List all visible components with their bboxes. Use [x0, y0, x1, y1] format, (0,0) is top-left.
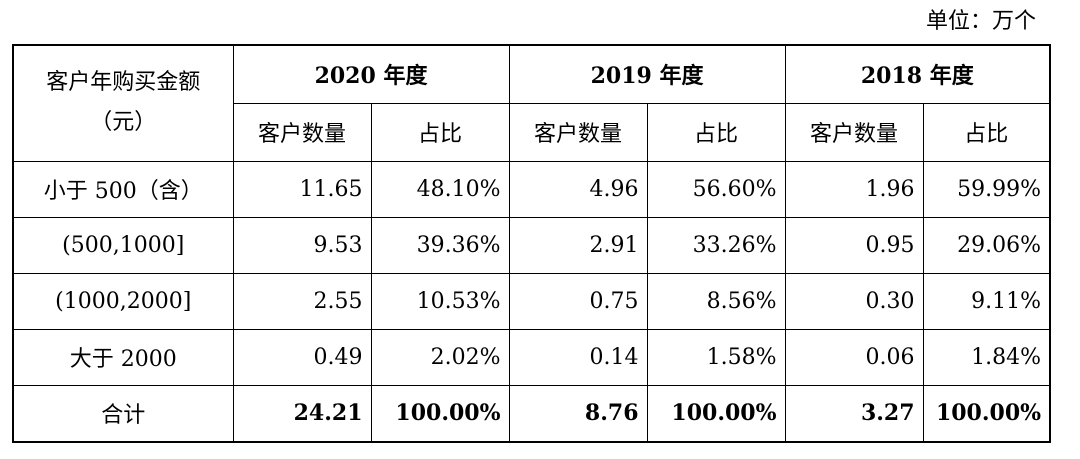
- cell-ratio: 29.06%: [922, 216, 1051, 274]
- header-year-2018: 2018 年度: [784, 44, 1051, 104]
- cell-count: 0.75: [508, 272, 648, 330]
- header-count-2018: 客户数量: [784, 102, 924, 162]
- cell-count: 0.30: [784, 272, 924, 330]
- cell-count: 11.65: [232, 160, 372, 218]
- total-count: 24.21: [232, 384, 372, 443]
- row-label: (500,1000]: [12, 216, 234, 274]
- cell-count: 1.96: [784, 160, 924, 218]
- cell-count: 9.53: [232, 216, 372, 274]
- header-ratio-2018: 占比: [922, 102, 1051, 162]
- header-count-2019: 客户数量: [508, 102, 648, 162]
- cell-count: 0.49: [232, 328, 372, 386]
- total-count: 8.76: [508, 384, 648, 443]
- total-ratio: 100.00%: [370, 384, 510, 443]
- total-label: 合计: [12, 384, 234, 443]
- customer-purchase-table: 客户年购买金额 （元） 2020 年度 2019 年度 2018 年度 客户数量…: [12, 44, 1052, 443]
- cell-ratio: 59.99%: [922, 160, 1051, 218]
- cell-ratio: 10.53%: [370, 272, 510, 330]
- cell-ratio: 33.26%: [646, 216, 786, 274]
- cell-count: 0.06: [784, 328, 924, 386]
- cell-count: 4.96: [508, 160, 648, 218]
- unit-label: 单位：万个: [925, 9, 1036, 34]
- header-ratio-2020: 占比: [370, 102, 510, 162]
- cell-ratio: 9.11%: [922, 272, 1051, 330]
- header-year-2019: 2019 年度: [508, 44, 786, 104]
- table-row: 大于 2000 0.49 2.02% 0.14 1.58% 0.06 1.84%: [12, 328, 1051, 386]
- header-count-2020: 客户数量: [232, 102, 372, 162]
- cell-ratio: 1.84%: [922, 328, 1051, 386]
- header-year-2020: 2020 年度: [232, 44, 510, 104]
- table-row: (1000,2000] 2.55 10.53% 0.75 8.56% 0.30 …: [12, 272, 1051, 330]
- cell-count: 2.91: [508, 216, 648, 274]
- cell-ratio: 48.10%: [370, 160, 510, 218]
- table-row: 小于 500（含） 11.65 48.10% 4.96 56.60% 1.96 …: [12, 160, 1051, 218]
- table-row: (500,1000] 9.53 39.36% 2.91 33.26% 0.95 …: [12, 216, 1051, 274]
- cell-ratio: 1.58%: [646, 328, 786, 386]
- cell-count: 0.14: [508, 328, 648, 386]
- row-label: 小于 500（含）: [12, 160, 234, 218]
- total-count: 3.27: [784, 384, 924, 443]
- cell-count: 2.55: [232, 272, 372, 330]
- cell-count: 0.95: [784, 216, 924, 274]
- cell-ratio: 2.02%: [370, 328, 510, 386]
- header-ratio-2019: 占比: [646, 102, 786, 162]
- header-purchase-amount-line2: （元）: [90, 110, 157, 136]
- total-ratio: 100.00%: [922, 384, 1051, 443]
- cell-ratio: 39.36%: [370, 216, 510, 274]
- header-purchase-amount: 客户年购买金额 （元）: [12, 44, 234, 162]
- row-label: 大于 2000: [12, 328, 234, 386]
- row-label: (1000,2000]: [12, 272, 234, 330]
- total-ratio: 100.00%: [646, 384, 786, 443]
- total-row: 合计 24.21 100.00% 8.76 100.00% 3.27 100.0…: [12, 384, 1051, 443]
- header-row-years: 客户年购买金额 （元） 2020 年度 2019 年度 2018 年度: [12, 44, 1051, 162]
- cell-ratio: 56.60%: [646, 160, 786, 218]
- header-purchase-amount-line1: 客户年购买金额: [46, 70, 201, 96]
- cell-ratio: 8.56%: [646, 272, 786, 330]
